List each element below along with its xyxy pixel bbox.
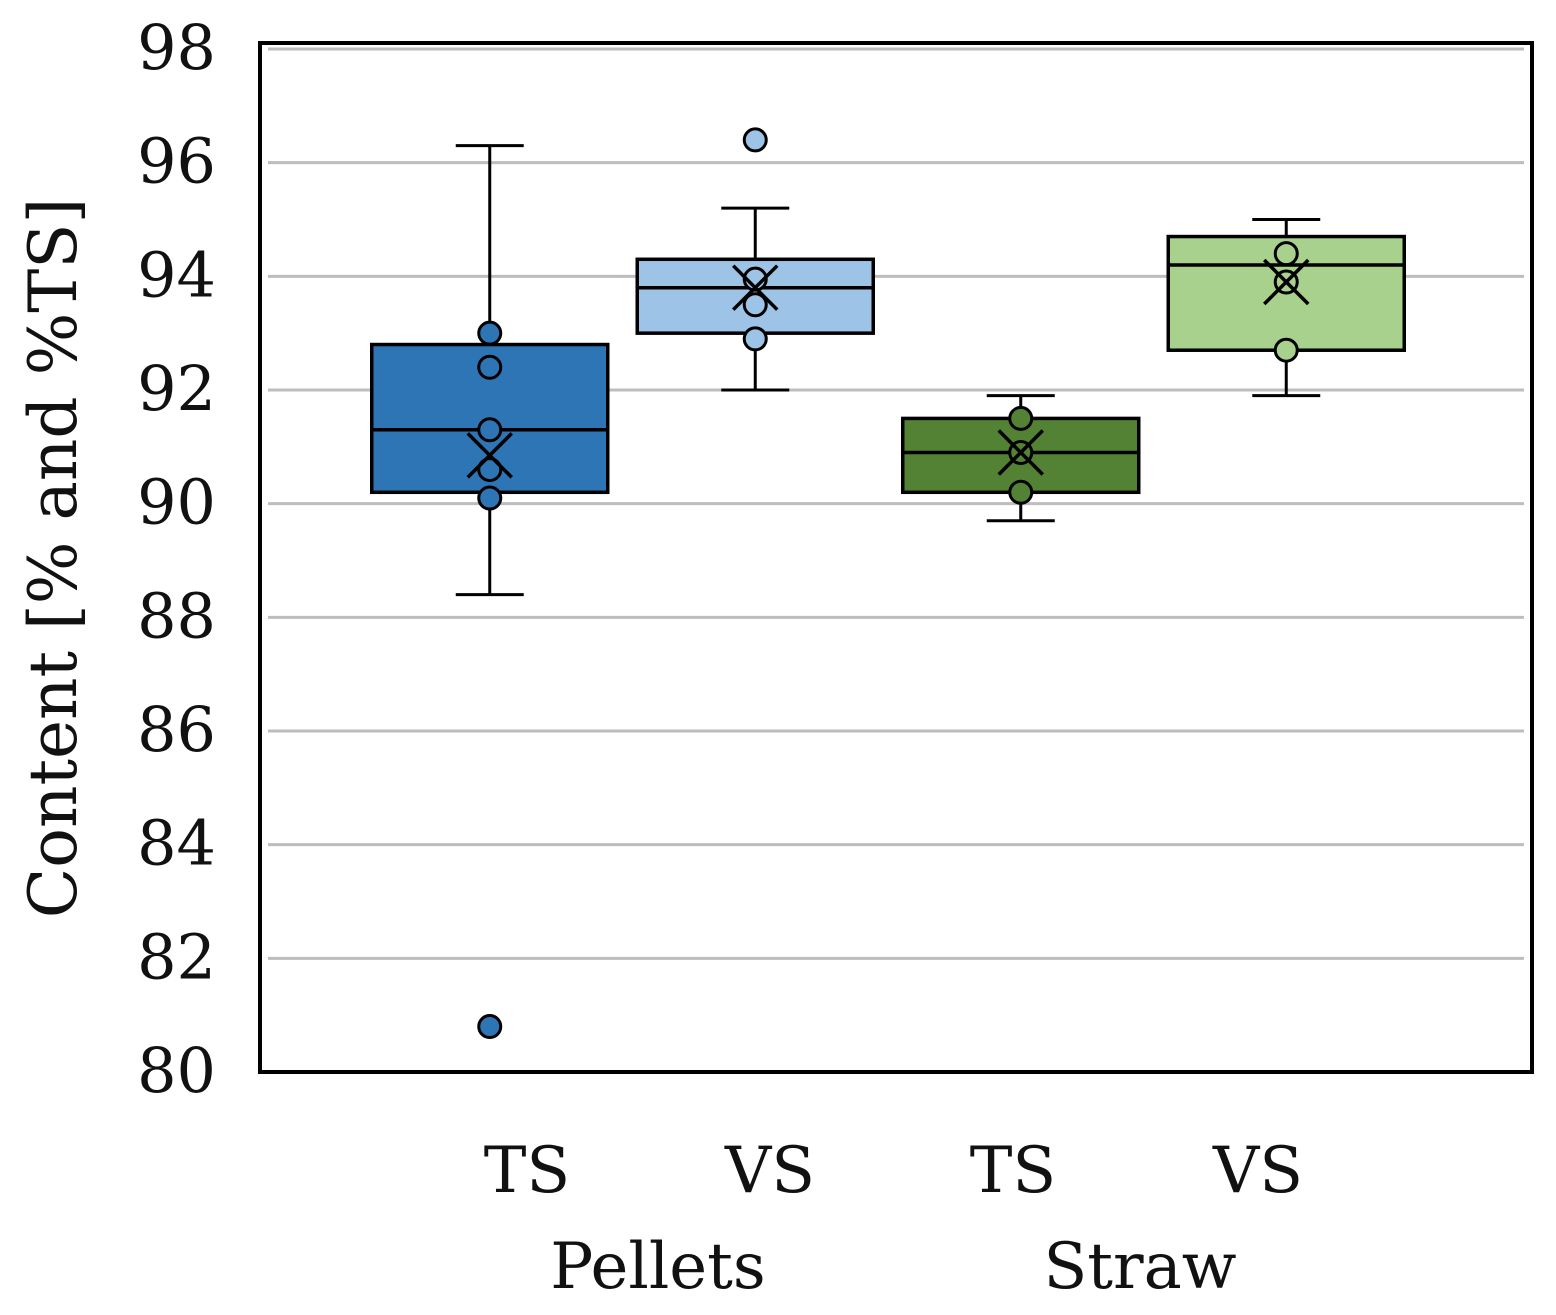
x-group-label-pellets: Pellets <box>550 1230 765 1304</box>
plot-frame <box>258 41 1534 1074</box>
x-category-label-1: VS <box>724 1134 815 1208</box>
x-category-label-3: VS <box>1212 1134 1303 1208</box>
data-point-5 <box>477 1014 503 1040</box>
mean-marker-b <box>997 429 1044 476</box>
box-straw-vs <box>1166 218 1406 398</box>
data-point-2 <box>742 292 768 318</box>
x-category-label-2: TS <box>970 1134 1057 1208</box>
x-axis-labels: TS VS TS VS Pellets Straw <box>484 1134 1303 1304</box>
x-group-label-straw: Straw <box>1043 1230 1236 1304</box>
y-tick-label-92: 92 <box>137 352 216 425</box>
mean-marker-b <box>466 432 513 479</box>
data-point-2 <box>1008 479 1034 505</box>
y-tick-label-94: 94 <box>137 238 216 311</box>
y-tick-label-90: 90 <box>137 466 216 539</box>
box-straw-ts <box>901 394 1141 523</box>
y-tick-label-86: 86 <box>137 693 216 766</box>
y-tick-label-98: 98 <box>137 11 216 84</box>
y-tick-label-96: 96 <box>137 125 216 198</box>
data-point-0 <box>1273 241 1299 267</box>
y-axis-ticks: 80 82 84 86 88 90 92 94 96 98 <box>137 11 216 1107</box>
data-point-0 <box>1008 405 1034 431</box>
y-axis-title: Content [% and %TS] <box>15 198 92 919</box>
data-point-0 <box>477 320 503 346</box>
mean-marker-b <box>1263 258 1310 306</box>
data-point-2 <box>1273 337 1299 363</box>
data-point-0 <box>742 127 768 153</box>
y-tick-label-88: 88 <box>137 579 216 652</box>
box-pellets-vs <box>635 127 875 392</box>
data-point-4 <box>477 485 503 511</box>
mean-marker-b <box>732 264 779 311</box>
box-series <box>370 127 1406 1040</box>
box-pellets-ts <box>370 144 610 1040</box>
data-point-3 <box>477 457 503 483</box>
y-tick-label-80: 80 <box>137 1034 216 1107</box>
data-point-3 <box>742 326 768 352</box>
gridlines <box>268 47 1524 960</box>
y-tick-label-82: 82 <box>137 920 216 993</box>
x-category-label-0: TS <box>484 1134 571 1208</box>
y-tick-label-84: 84 <box>137 807 216 880</box>
data-point-1 <box>742 266 768 292</box>
data-point-1 <box>477 354 503 380</box>
data-point-2 <box>477 417 503 443</box>
